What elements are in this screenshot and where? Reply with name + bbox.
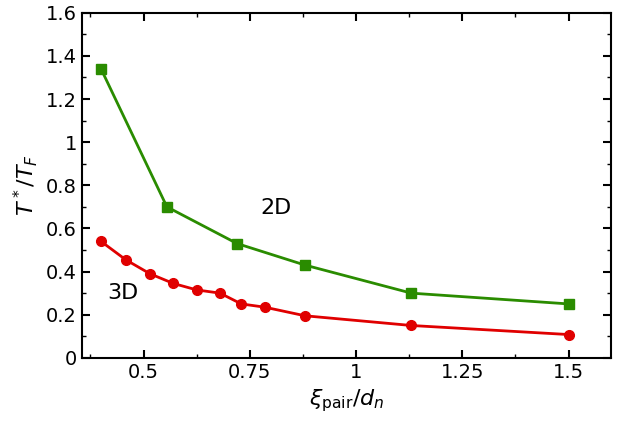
Text: 2D: 2D: [260, 199, 292, 219]
Y-axis label: $T^*/T_F$: $T^*/T_F$: [12, 155, 40, 216]
Text: 3D: 3D: [107, 282, 139, 302]
X-axis label: $\xi_{\mathrm{pair}}/d_n$: $\xi_{\mathrm{pair}}/d_n$: [309, 387, 384, 414]
